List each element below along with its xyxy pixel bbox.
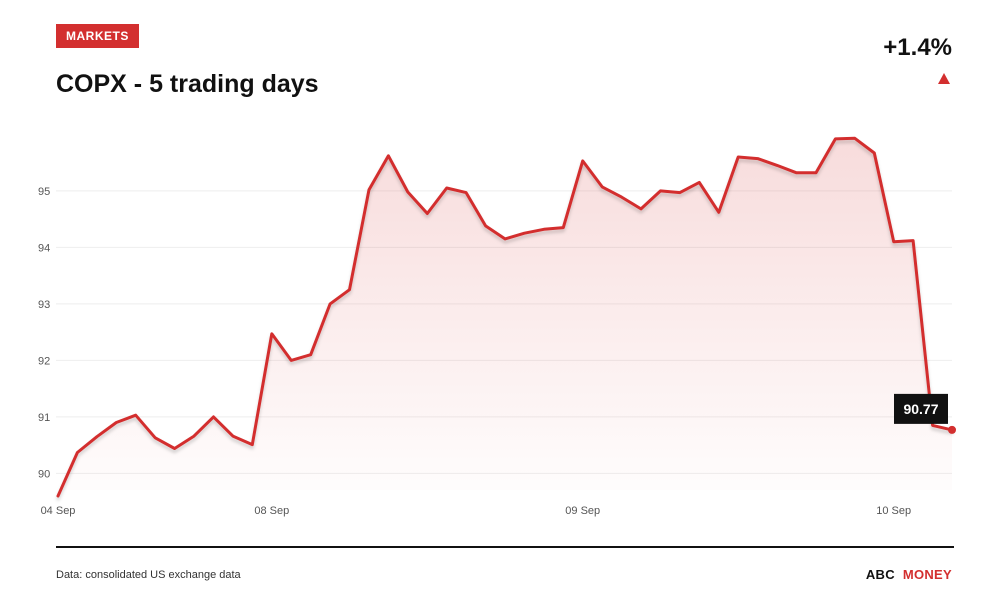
x-tick-label: 04 Sep (41, 505, 76, 517)
y-tick-label: 92 (38, 355, 50, 367)
price-area-fill (58, 138, 952, 497)
y-tick-label: 90 (38, 468, 50, 480)
y-tick-label: 91 (38, 412, 50, 424)
last-value-label: 90.77 (903, 401, 938, 417)
y-axis-ticks: 90 91 92 93 94 95 (38, 186, 50, 481)
brand-logo: ABC MONEY (866, 567, 952, 582)
triangle-up-icon (938, 73, 950, 84)
chart-title: COPX - 5 trading days (56, 70, 319, 98)
last-point-dot (948, 425, 956, 434)
brand-name-part1: ABC (865, 567, 895, 582)
price-line (56, 136, 954, 498)
brand-name-part2: MONEY (902, 567, 952, 582)
x-axis-ticks: 04 Sep 08 Sep 09 Sep 10 Sep (41, 505, 912, 517)
y-tick-label: 93 (38, 299, 50, 311)
y-tick-label: 95 (38, 186, 50, 198)
footer-divider (56, 546, 954, 548)
last-value-marker: 90.77 (894, 393, 956, 434)
y-tick-label: 94 (38, 242, 50, 254)
last-value-box (894, 393, 948, 424)
x-tick-label: 09 Sep (565, 505, 600, 517)
data-source-note: Data: consolidated US exchange data (56, 569, 241, 581)
percent-change: +1.4% (883, 34, 952, 61)
x-tick-label: 08 Sep (254, 505, 289, 517)
category-badge: MARKETS (56, 24, 139, 48)
x-tick-label: 10 Sep (876, 505, 911, 517)
